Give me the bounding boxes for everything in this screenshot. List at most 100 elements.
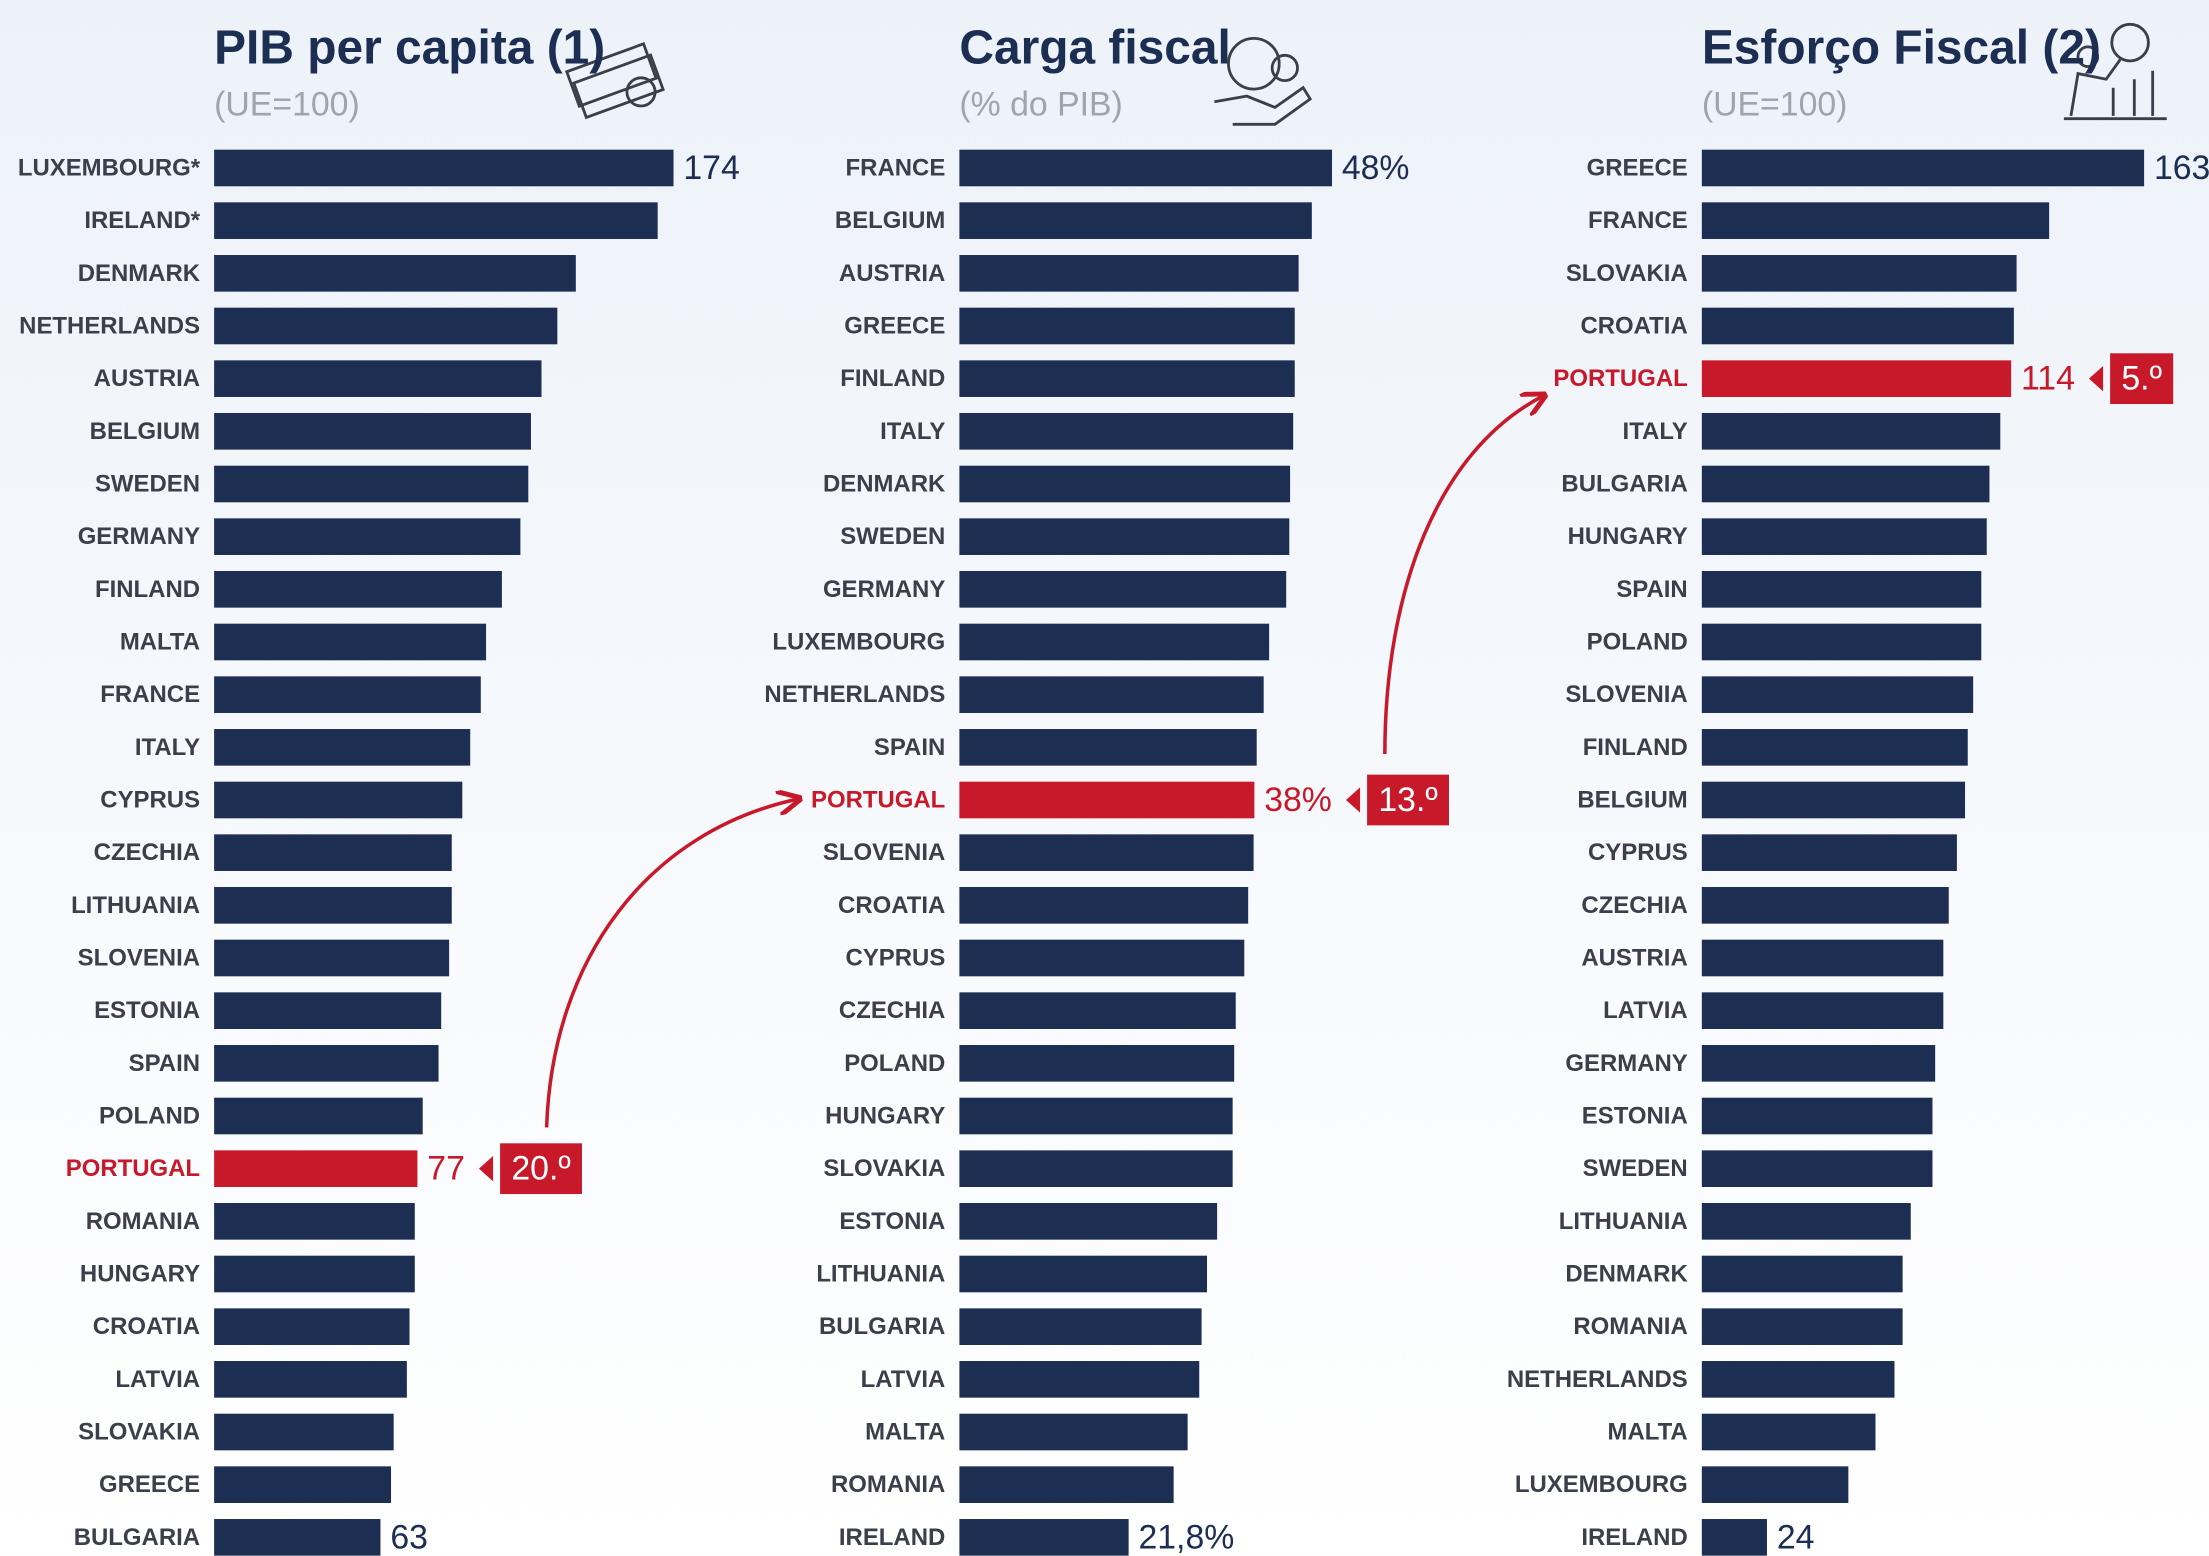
bar <box>1701 413 2001 450</box>
category-label: GREECE <box>99 1471 200 1498</box>
category-label: ESTONIA <box>1582 1103 1688 1130</box>
rank-badge <box>1367 774 1449 826</box>
category-label: ITALY <box>135 734 200 761</box>
bar <box>214 1150 418 1187</box>
bar <box>1701 1203 1911 1240</box>
category-label: FINLAND <box>840 365 945 392</box>
value-label: 24 <box>1777 1518 1815 1556</box>
category-label: ITALY <box>1623 418 1688 445</box>
rank-label: 5.º <box>2121 360 2162 398</box>
category-label: BULGARIA <box>819 1313 945 1340</box>
bar <box>959 623 1270 661</box>
bar <box>1701 729 1968 766</box>
rank-badge <box>500 1143 582 1195</box>
bar <box>959 1203 1218 1240</box>
value-label: 114 <box>2021 360 2075 398</box>
category-label: FINLAND <box>1583 734 1688 761</box>
value-label: 77 <box>427 1150 465 1188</box>
value-label: 38% <box>1264 781 1332 819</box>
bar <box>214 149 674 187</box>
category-label: POLAND <box>844 1050 945 1077</box>
category-label: CZECHIA <box>839 997 945 1024</box>
bar <box>1701 1097 1933 1135</box>
category-label: NETHERLANDS <box>764 681 945 708</box>
bar <box>214 571 502 608</box>
bar <box>1701 255 2017 292</box>
category-label: GREECE <box>844 312 945 339</box>
bar <box>214 1097 423 1135</box>
value-label: 63 <box>390 1518 428 1556</box>
bar <box>1701 992 1944 1029</box>
bar <box>959 729 1257 766</box>
category-label: ESTONIA <box>839 1208 945 1235</box>
category-label: HUNGARY <box>825 1103 945 1130</box>
bar <box>959 676 1264 713</box>
category-label: FRANCE <box>846 154 946 181</box>
category-label: IRELAND <box>1581 1524 1687 1551</box>
bar <box>214 307 558 345</box>
category-label: NETHERLANDS <box>1507 1366 1688 1393</box>
category-label: LITHUANIA <box>71 892 200 919</box>
bar <box>214 676 481 713</box>
bar <box>214 1413 394 1451</box>
category-label: PORTUGAL <box>1553 365 1687 392</box>
bar <box>959 1519 1129 1556</box>
bar <box>959 149 1332 187</box>
category-label: HUNGARY <box>80 1261 200 1288</box>
category-label: BULGARIA <box>74 1524 200 1551</box>
category-label: AUSTRIA <box>1581 945 1687 972</box>
bar <box>214 887 452 924</box>
category-label: POLAND <box>1587 628 1688 655</box>
bar <box>1701 465 1990 503</box>
category-label: CROATIA <box>93 1313 200 1340</box>
category-label: MALTA <box>1608 1419 1688 1446</box>
value-label: 163 <box>2154 149 2209 187</box>
category-label: AUSTRIA <box>839 260 945 287</box>
category-label: PORTUGAL <box>811 786 945 813</box>
category-label: DENMARK <box>78 260 201 287</box>
category-label: SWEDEN <box>1583 1155 1688 1182</box>
bar <box>214 255 576 292</box>
category-label: ITALY <box>880 418 945 445</box>
category-label: SPAIN <box>874 734 945 761</box>
category-label: SLOVAKIA <box>78 1419 200 1446</box>
bar <box>959 518 1290 555</box>
rank-pointer <box>2088 365 2104 392</box>
bar <box>1701 887 1949 924</box>
chart-title: Esforço Fiscal (2) <box>1702 22 2101 75</box>
bar <box>959 255 1299 292</box>
bar <box>959 360 1295 397</box>
category-label: ROMANIA <box>86 1208 200 1235</box>
bar <box>959 1045 1235 1082</box>
chart-subtitle: (% do PIB) <box>959 86 1122 124</box>
category-label: ROMANIA <box>831 1471 945 1498</box>
bar <box>1701 1045 1936 1082</box>
category-label: SPAIN <box>1616 576 1687 603</box>
bar <box>959 1308 1202 1345</box>
category-label: SLOVENIA <box>78 945 200 972</box>
bar <box>959 939 1245 977</box>
bar <box>1701 571 1982 608</box>
category-label: BELGIUM <box>90 418 200 445</box>
bar <box>959 571 1287 608</box>
bar <box>1701 1361 1895 1398</box>
bar <box>959 465 1291 503</box>
bar <box>959 1097 1233 1135</box>
bar <box>959 202 1312 239</box>
bar <box>1701 1519 1767 1556</box>
category-label: DENMARK <box>1565 1261 1688 1288</box>
bar <box>959 1255 1208 1293</box>
bar <box>214 1203 415 1240</box>
bar <box>214 413 531 450</box>
category-label: SLOVAKIA <box>1566 260 1688 287</box>
bar <box>214 623 487 661</box>
bar <box>214 1308 410 1345</box>
category-label: LUXEMBOURG* <box>18 154 201 181</box>
rank-label: 20.º <box>511 1150 570 1188</box>
category-label: LUXEMBOURG <box>1515 1471 1688 1498</box>
rank-label: 13.º <box>1378 781 1437 819</box>
category-label: LATVIA <box>861 1366 946 1393</box>
rank-pointer <box>478 1155 494 1182</box>
chart-title: Carga fiscal <box>959 22 1230 75</box>
